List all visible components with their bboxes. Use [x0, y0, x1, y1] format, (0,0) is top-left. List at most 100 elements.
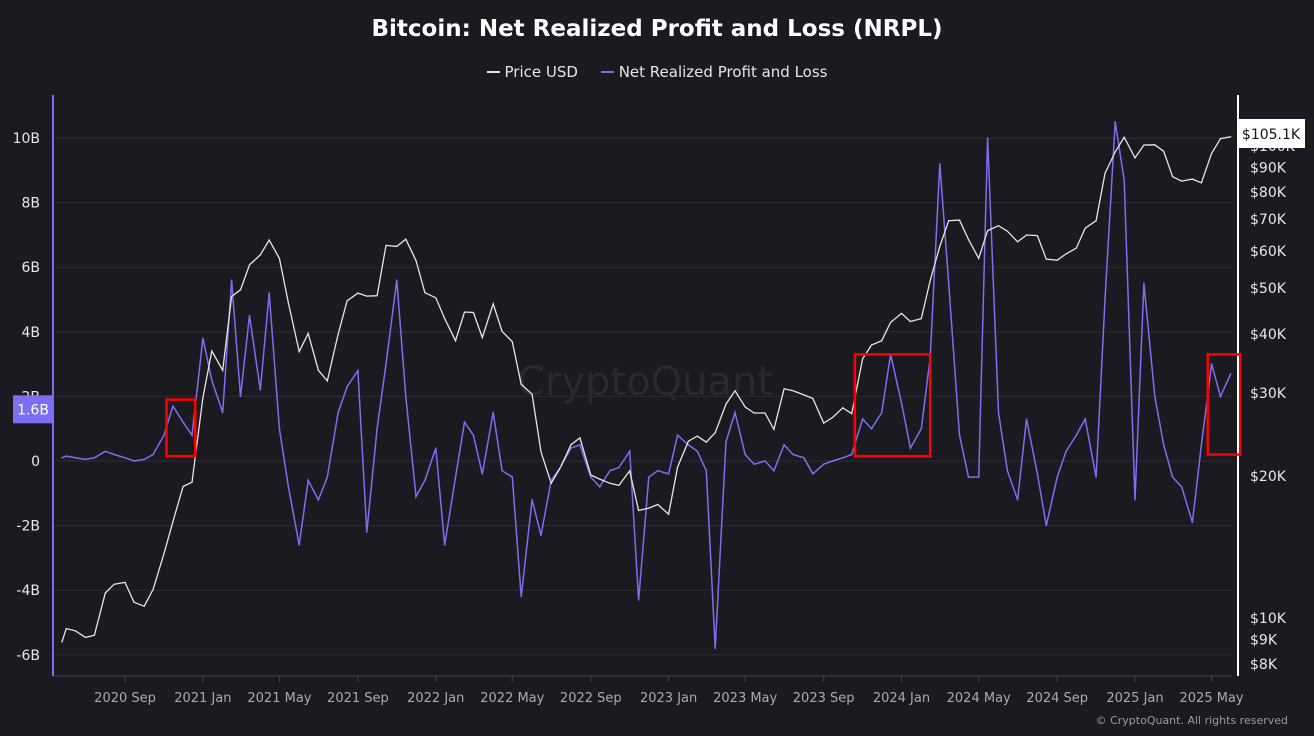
price-point: [152, 588, 154, 591]
price-point: [1017, 241, 1019, 243]
watermark: CryptoQuant: [517, 359, 773, 405]
price-point: [230, 295, 233, 298]
price-point: [385, 244, 387, 246]
price-point: [559, 467, 561, 469]
nrpl-point: [1045, 524, 1048, 527]
price-point: [376, 295, 378, 297]
nrpl-point: [385, 363, 387, 365]
nrpl-point: [676, 434, 679, 436]
nrpl-point: [570, 447, 572, 449]
price-point: [104, 592, 106, 594]
price-point: [1036, 235, 1038, 237]
nrpl-point: [1006, 469, 1009, 472]
price-point: [1095, 220, 1097, 222]
nrpl-last-value-badge: [13, 395, 53, 424]
nrpl-point: [967, 476, 970, 478]
price-point: [744, 406, 746, 408]
price-point: [93, 634, 96, 636]
nrpl-point: [230, 279, 233, 281]
price-point: [472, 311, 474, 314]
price-point: [84, 636, 87, 639]
nrpl-point: [725, 440, 727, 443]
nrpl-point: [696, 450, 699, 453]
x-tick-label: 2022 Sep: [560, 691, 622, 706]
nrpl-point: [346, 385, 348, 388]
nrpl-point: [492, 411, 494, 414]
nrpl-point: [472, 434, 475, 436]
nrpl-point: [133, 460, 135, 462]
nrpl-point: [443, 544, 446, 546]
x-tick-label: 2022 Jan: [407, 691, 464, 706]
price-point: [1104, 172, 1106, 175]
price-point: [143, 605, 145, 607]
legend-label-nrpl: Net Realized Profit and Loss: [618, 63, 828, 81]
price-point: [909, 320, 912, 323]
x-tick-label: 2024 May: [947, 691, 1011, 706]
nrpl-point: [920, 427, 923, 430]
nrpl-point: [191, 434, 193, 436]
price-point: [415, 259, 417, 262]
price-point: [1219, 138, 1222, 140]
nrpl-point: [501, 469, 503, 472]
nrpl-point: [307, 479, 309, 482]
price-point: [366, 295, 368, 297]
y-right-tick-label: $10K: [1250, 611, 1287, 627]
legend-item-nrpl[interactable]: Net Realized Profit and Loss: [600, 63, 828, 81]
nrpl-point: [172, 405, 174, 407]
x-tick-label: 2025 May: [1180, 691, 1244, 706]
legend-item-price[interactable]: Price USD: [486, 63, 578, 81]
price-point: [163, 552, 165, 555]
nrpl-point: [628, 450, 631, 453]
nrpl-point: [481, 473, 484, 475]
x-tick-label: 2023 Sep: [793, 691, 855, 706]
nrpl-point: [143, 458, 145, 461]
price-point: [1045, 258, 1047, 260]
price-point: [307, 332, 309, 334]
price-point: [590, 474, 592, 476]
price-point: [997, 225, 1000, 227]
legend-label-price: Price USD: [504, 63, 578, 81]
price-point: [454, 340, 457, 342]
nrpl-point: [609, 469, 611, 472]
nrpl-point: [850, 453, 853, 456]
nrpl-point: [113, 453, 115, 456]
price-point: [346, 300, 348, 302]
y-right-tick-label: $30K: [1250, 386, 1287, 402]
nrpl-point: [589, 476, 592, 478]
price-point: [202, 397, 204, 399]
nrpl-point: [656, 469, 659, 472]
price-point: [124, 581, 126, 584]
nrpl-point: [93, 456, 96, 459]
nrpl-point: [938, 163, 941, 165]
nrpl-point: [221, 411, 224, 414]
nrpl-point: [997, 411, 1000, 414]
nrpl-point: [744, 453, 746, 456]
price-point: [1114, 151, 1116, 153]
price-point: [531, 393, 533, 395]
price-last-value-label: $105.1K: [1242, 127, 1301, 143]
price-point: [74, 630, 76, 632]
price-point: [211, 350, 213, 352]
nrpl-point: [317, 498, 320, 501]
price-point: [958, 219, 961, 221]
nrpl-point: [705, 469, 708, 472]
nrpl-point: [152, 453, 154, 456]
nrpl-point: [287, 486, 290, 488]
nrpl-point: [792, 453, 794, 456]
y-left-tick-label: 0: [31, 454, 40, 470]
nrpl-point: [415, 495, 417, 498]
price-point: [870, 344, 873, 346]
nrpl-point: [1171, 476, 1174, 478]
nrpl-point: [831, 460, 834, 462]
x-tick-label: 2022 May: [480, 691, 544, 706]
price-point: [714, 432, 716, 434]
price-point: [1143, 144, 1145, 146]
price-point: [396, 245, 398, 247]
nrpl-point: [714, 647, 716, 650]
nrpl-point: [65, 455, 68, 457]
price-point: [638, 509, 640, 512]
nrpl-point: [337, 411, 339, 414]
nrpl-point: [667, 473, 670, 475]
price-point: [823, 422, 825, 424]
nrpl-point: [1016, 498, 1019, 501]
